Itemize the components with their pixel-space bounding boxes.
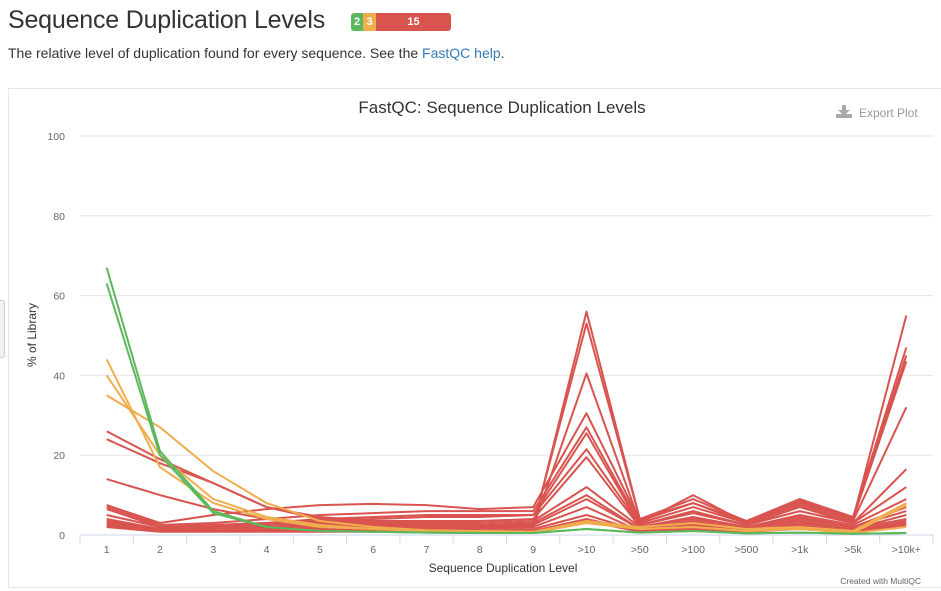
x-tick-label: 9 bbox=[530, 544, 536, 556]
credits-text[interactable]: Created with MultiQC bbox=[840, 576, 921, 586]
x-tick-label: >500 bbox=[735, 544, 759, 556]
x-tick-label: 3 bbox=[210, 544, 216, 556]
plot-container bbox=[8, 88, 941, 588]
export-plot-button[interactable]: Export Plot bbox=[836, 105, 918, 120]
series-line-fail-8[interactable] bbox=[106, 361, 908, 524]
x-axis-title: Sequence Duplication Level bbox=[429, 561, 578, 575]
grid-lines bbox=[80, 135, 933, 536]
x-tick-label: >1k bbox=[791, 544, 809, 556]
series-line-fail-7[interactable] bbox=[106, 355, 908, 528]
x-tick-label: 2 bbox=[157, 544, 163, 556]
chart-title: FastQC: Sequence Duplication Levels bbox=[358, 98, 645, 117]
y-tick-label: 0 bbox=[59, 530, 65, 542]
series-line-fail-11[interactable] bbox=[106, 448, 907, 528]
status-pass-count[interactable]: 2 bbox=[351, 13, 364, 31]
y-tick-label: 80 bbox=[53, 211, 65, 223]
x-tick-label: >50 bbox=[631, 544, 649, 556]
sidebar-toggle-handle[interactable] bbox=[0, 300, 5, 358]
x-tick-label: >10 bbox=[578, 544, 596, 556]
x-tick-label: 8 bbox=[477, 544, 483, 556]
description-suffix: . bbox=[500, 45, 505, 61]
x-tick-label: >10k+ bbox=[892, 544, 921, 556]
y-tick-label: 60 bbox=[53, 291, 65, 303]
page-title: Sequence Duplication Levels bbox=[8, 6, 326, 34]
page-header: Sequence Duplication Levels 2 3 15 bbox=[8, 6, 452, 35]
export-plot-label[interactable]: Export Plot bbox=[859, 106, 918, 120]
x-tick-label: 5 bbox=[317, 544, 323, 556]
series-line-fail-5[interactable] bbox=[106, 310, 908, 528]
series-line-warn-4[interactable] bbox=[106, 394, 907, 533]
series-line-pass-0[interactable] bbox=[105, 267, 907, 535]
fastqc-help-link[interactable]: FastQC help bbox=[422, 45, 501, 61]
y-axis-title: % of Library bbox=[25, 303, 39, 367]
series-line-pass-1[interactable] bbox=[105, 283, 907, 535]
download-icon bbox=[836, 105, 852, 118]
y-tick-label: 100 bbox=[47, 131, 65, 143]
y-tick-label: 40 bbox=[53, 370, 65, 382]
x-tick-label: 4 bbox=[264, 544, 270, 556]
y-tick-label: 20 bbox=[53, 450, 65, 462]
x-tick-label: >5k bbox=[844, 544, 862, 556]
status-warn-count[interactable]: 3 bbox=[363, 13, 377, 31]
y-tick-labels: 0 20 40 60 80 100 bbox=[47, 131, 65, 542]
status-summary-bar[interactable]: 2 3 15 bbox=[351, 13, 452, 31]
series-line-fail-6[interactable] bbox=[106, 322, 908, 526]
section-description: The relative level of duplication found … bbox=[8, 45, 505, 61]
x-tick-label: >100 bbox=[681, 544, 705, 556]
series-line-fail-12[interactable] bbox=[106, 456, 907, 530]
series-lines bbox=[105, 267, 908, 535]
description-text: The relative level of duplication found … bbox=[8, 45, 423, 61]
series-line-fail-15[interactable] bbox=[106, 498, 907, 532]
x-axis: 1 2 3 4 5 6 7 8 9 >10 >50 >100 >500 >1k >5k >10k+ bbox=[79, 534, 934, 556]
x-tick-label: 6 bbox=[370, 544, 376, 556]
x-tick-label: 1 bbox=[104, 544, 110, 556]
series-line-fail-13[interactable] bbox=[106, 486, 907, 530]
status-fail-count[interactable]: 15 bbox=[376, 13, 452, 31]
x-tick-label: 7 bbox=[424, 544, 430, 556]
